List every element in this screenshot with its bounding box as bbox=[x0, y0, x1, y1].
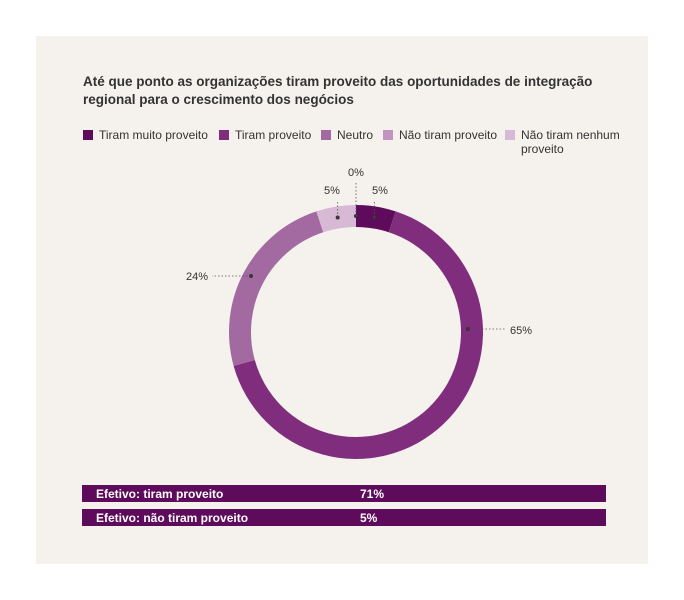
legend-swatch bbox=[321, 130, 331, 140]
data-label-tiram-proveito: 65% bbox=[510, 325, 532, 337]
legend-item-nao-tiram-proveito: Não tiram proveito bbox=[383, 128, 497, 142]
legend-item-tiram-proveito: Tiram proveito bbox=[219, 128, 311, 142]
slice-neutro bbox=[229, 211, 324, 366]
legend-swatch bbox=[505, 130, 515, 140]
summary-label: Efetivo: tiram proveito bbox=[96, 487, 224, 501]
legend-swatch bbox=[219, 130, 229, 140]
summary-label: Efetivo: não tiram proveito bbox=[96, 511, 249, 525]
chart-legend: Tiram muito proveito Tiram proveito Neut… bbox=[83, 128, 643, 164]
legend-item-tiram-muito-proveito: Tiram muito proveito bbox=[83, 128, 208, 142]
data-label-neutro: 24% bbox=[186, 271, 208, 283]
chart-card: Até que ponto as organizações tiram prov… bbox=[36, 36, 648, 564]
legend-item-nao-tiram-nenhum-proveito: Não tiram nenhum proveito bbox=[505, 128, 620, 156]
legend-label: Tiram proveito bbox=[235, 128, 312, 142]
legend-label: Neutro bbox=[337, 128, 374, 142]
summary-bar-tiram-proveito: Efetivo: tiram proveito 71% bbox=[82, 485, 606, 502]
data-label-nao-tiram-nenhum-proveito: 5% bbox=[324, 185, 340, 197]
chart-title: Até que ponto as organizações tiram prov… bbox=[83, 74, 593, 107]
data-label-nao-tiram-proveito: 0% bbox=[348, 167, 364, 179]
summary-value: 5% bbox=[360, 511, 378, 525]
legend-label: Não tiram nenhum proveito bbox=[521, 128, 620, 156]
summary-bar-nao-tiram-proveito: Efetivo: não tiram proveito 5% bbox=[82, 509, 606, 526]
legend-swatch bbox=[383, 130, 393, 140]
legend-label: Tiram muito proveito bbox=[99, 128, 208, 142]
data-label-tiram-muito-proveito: 5% bbox=[372, 185, 388, 197]
legend-label: Não tiram proveito bbox=[399, 128, 498, 142]
donut-chart: 5% 65% 24% 5% 0% bbox=[186, 167, 532, 460]
legend-swatch bbox=[83, 130, 93, 140]
legend-item-neutro: Neutro bbox=[321, 128, 373, 142]
summary-value: 71% bbox=[360, 487, 385, 501]
